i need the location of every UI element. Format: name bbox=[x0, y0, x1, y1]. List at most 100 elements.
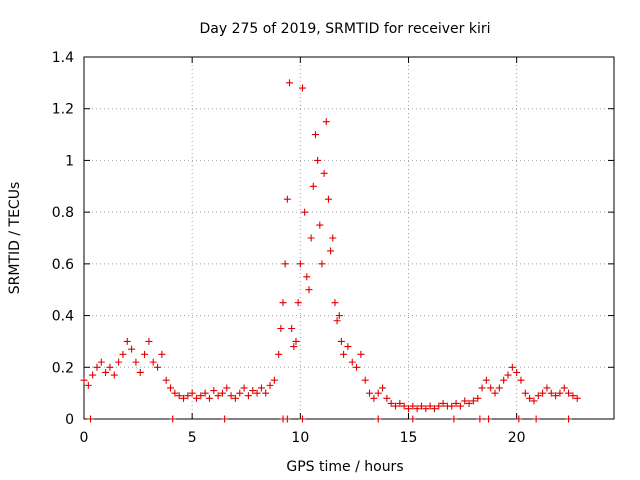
data-point bbox=[379, 384, 387, 392]
data-point bbox=[305, 286, 313, 294]
data-point bbox=[298, 415, 306, 423]
data-point bbox=[283, 415, 291, 423]
y-tick-label: 1.2 bbox=[52, 102, 74, 118]
data-point bbox=[86, 415, 94, 423]
data-point bbox=[337, 337, 345, 345]
data-point bbox=[476, 415, 484, 423]
data-point bbox=[214, 392, 222, 400]
data-point bbox=[236, 389, 244, 397]
y-tick-label: 0.8 bbox=[52, 205, 74, 221]
data-point bbox=[530, 397, 538, 405]
data-point bbox=[294, 299, 302, 307]
data-point bbox=[461, 397, 469, 405]
x-axis-label: GPS time / hours bbox=[286, 459, 403, 475]
grid bbox=[84, 57, 614, 419]
data-point bbox=[314, 156, 322, 164]
data-point bbox=[448, 402, 456, 410]
data-point bbox=[491, 389, 499, 397]
data-point bbox=[97, 358, 105, 366]
data-point bbox=[556, 389, 564, 397]
data-point bbox=[171, 389, 179, 397]
data-point bbox=[478, 384, 486, 392]
data-point bbox=[221, 415, 229, 423]
data-point bbox=[335, 312, 343, 320]
data-point bbox=[450, 415, 458, 423]
chart-title: Day 275 of 2019, SRMTID for receiver kir… bbox=[199, 21, 490, 37]
data-point bbox=[298, 84, 306, 92]
x-tick-label: 5 bbox=[188, 430, 197, 446]
data-point bbox=[223, 384, 231, 392]
data-point bbox=[288, 325, 296, 332]
data-point bbox=[409, 402, 417, 410]
data-point bbox=[132, 358, 140, 366]
data-point bbox=[309, 182, 317, 190]
data-point bbox=[141, 350, 149, 358]
data-point bbox=[158, 350, 166, 358]
data-point bbox=[301, 208, 309, 216]
data-point bbox=[175, 392, 183, 400]
data-point bbox=[197, 392, 205, 400]
data-point bbox=[413, 405, 421, 413]
data-point bbox=[534, 392, 542, 400]
data-point bbox=[257, 384, 265, 392]
data-point bbox=[169, 415, 177, 423]
data-point bbox=[262, 389, 270, 397]
data-point bbox=[366, 389, 374, 397]
data-point bbox=[110, 371, 118, 379]
data-point bbox=[417, 402, 425, 410]
data-point bbox=[322, 118, 330, 126]
data-point bbox=[240, 384, 248, 392]
data-point bbox=[383, 394, 391, 402]
data-point bbox=[435, 402, 443, 410]
data-point bbox=[327, 247, 335, 255]
data-point bbox=[307, 234, 315, 242]
x-tick-label: 10 bbox=[291, 430, 309, 446]
data-point bbox=[184, 392, 192, 400]
data-point bbox=[210, 387, 218, 395]
data-point bbox=[539, 389, 547, 397]
data-point bbox=[162, 376, 170, 384]
data-point bbox=[290, 343, 298, 351]
data-point bbox=[136, 368, 144, 376]
data-point bbox=[329, 234, 337, 242]
data-point bbox=[482, 376, 490, 384]
data-point bbox=[180, 394, 188, 402]
data-point bbox=[296, 260, 304, 268]
data-point bbox=[396, 399, 404, 407]
data-point bbox=[569, 392, 577, 400]
data-point bbox=[404, 405, 412, 413]
data-point bbox=[387, 399, 395, 407]
data-point bbox=[357, 350, 365, 358]
data-point bbox=[303, 273, 311, 281]
data-point bbox=[526, 394, 534, 402]
x-tick-label: 20 bbox=[508, 430, 526, 446]
data-point bbox=[324, 195, 332, 203]
data-point bbox=[456, 402, 464, 410]
data-point bbox=[547, 389, 555, 397]
data-point bbox=[89, 371, 97, 379]
data-point bbox=[249, 387, 257, 395]
x-tick-labels: 0 5 10 15 20 bbox=[80, 430, 526, 446]
data-point bbox=[154, 363, 162, 371]
data-point bbox=[115, 358, 123, 366]
data-point bbox=[426, 402, 434, 410]
plot-frame bbox=[83, 56, 615, 420]
data-point bbox=[218, 389, 226, 397]
data-point bbox=[469, 397, 477, 405]
data-point bbox=[283, 195, 291, 203]
data-points bbox=[80, 79, 581, 423]
x-tick-label: 0 bbox=[80, 430, 89, 446]
data-point bbox=[348, 358, 356, 366]
data-point bbox=[292, 337, 300, 345]
data-point bbox=[80, 376, 88, 384]
data-point bbox=[400, 402, 408, 410]
data-point bbox=[573, 394, 581, 402]
data-point bbox=[543, 384, 551, 392]
data-point bbox=[106, 363, 114, 371]
data-point bbox=[167, 384, 175, 392]
data-point bbox=[145, 337, 153, 345]
data-point bbox=[331, 299, 339, 307]
data-point bbox=[128, 345, 136, 353]
data-point bbox=[201, 389, 209, 397]
